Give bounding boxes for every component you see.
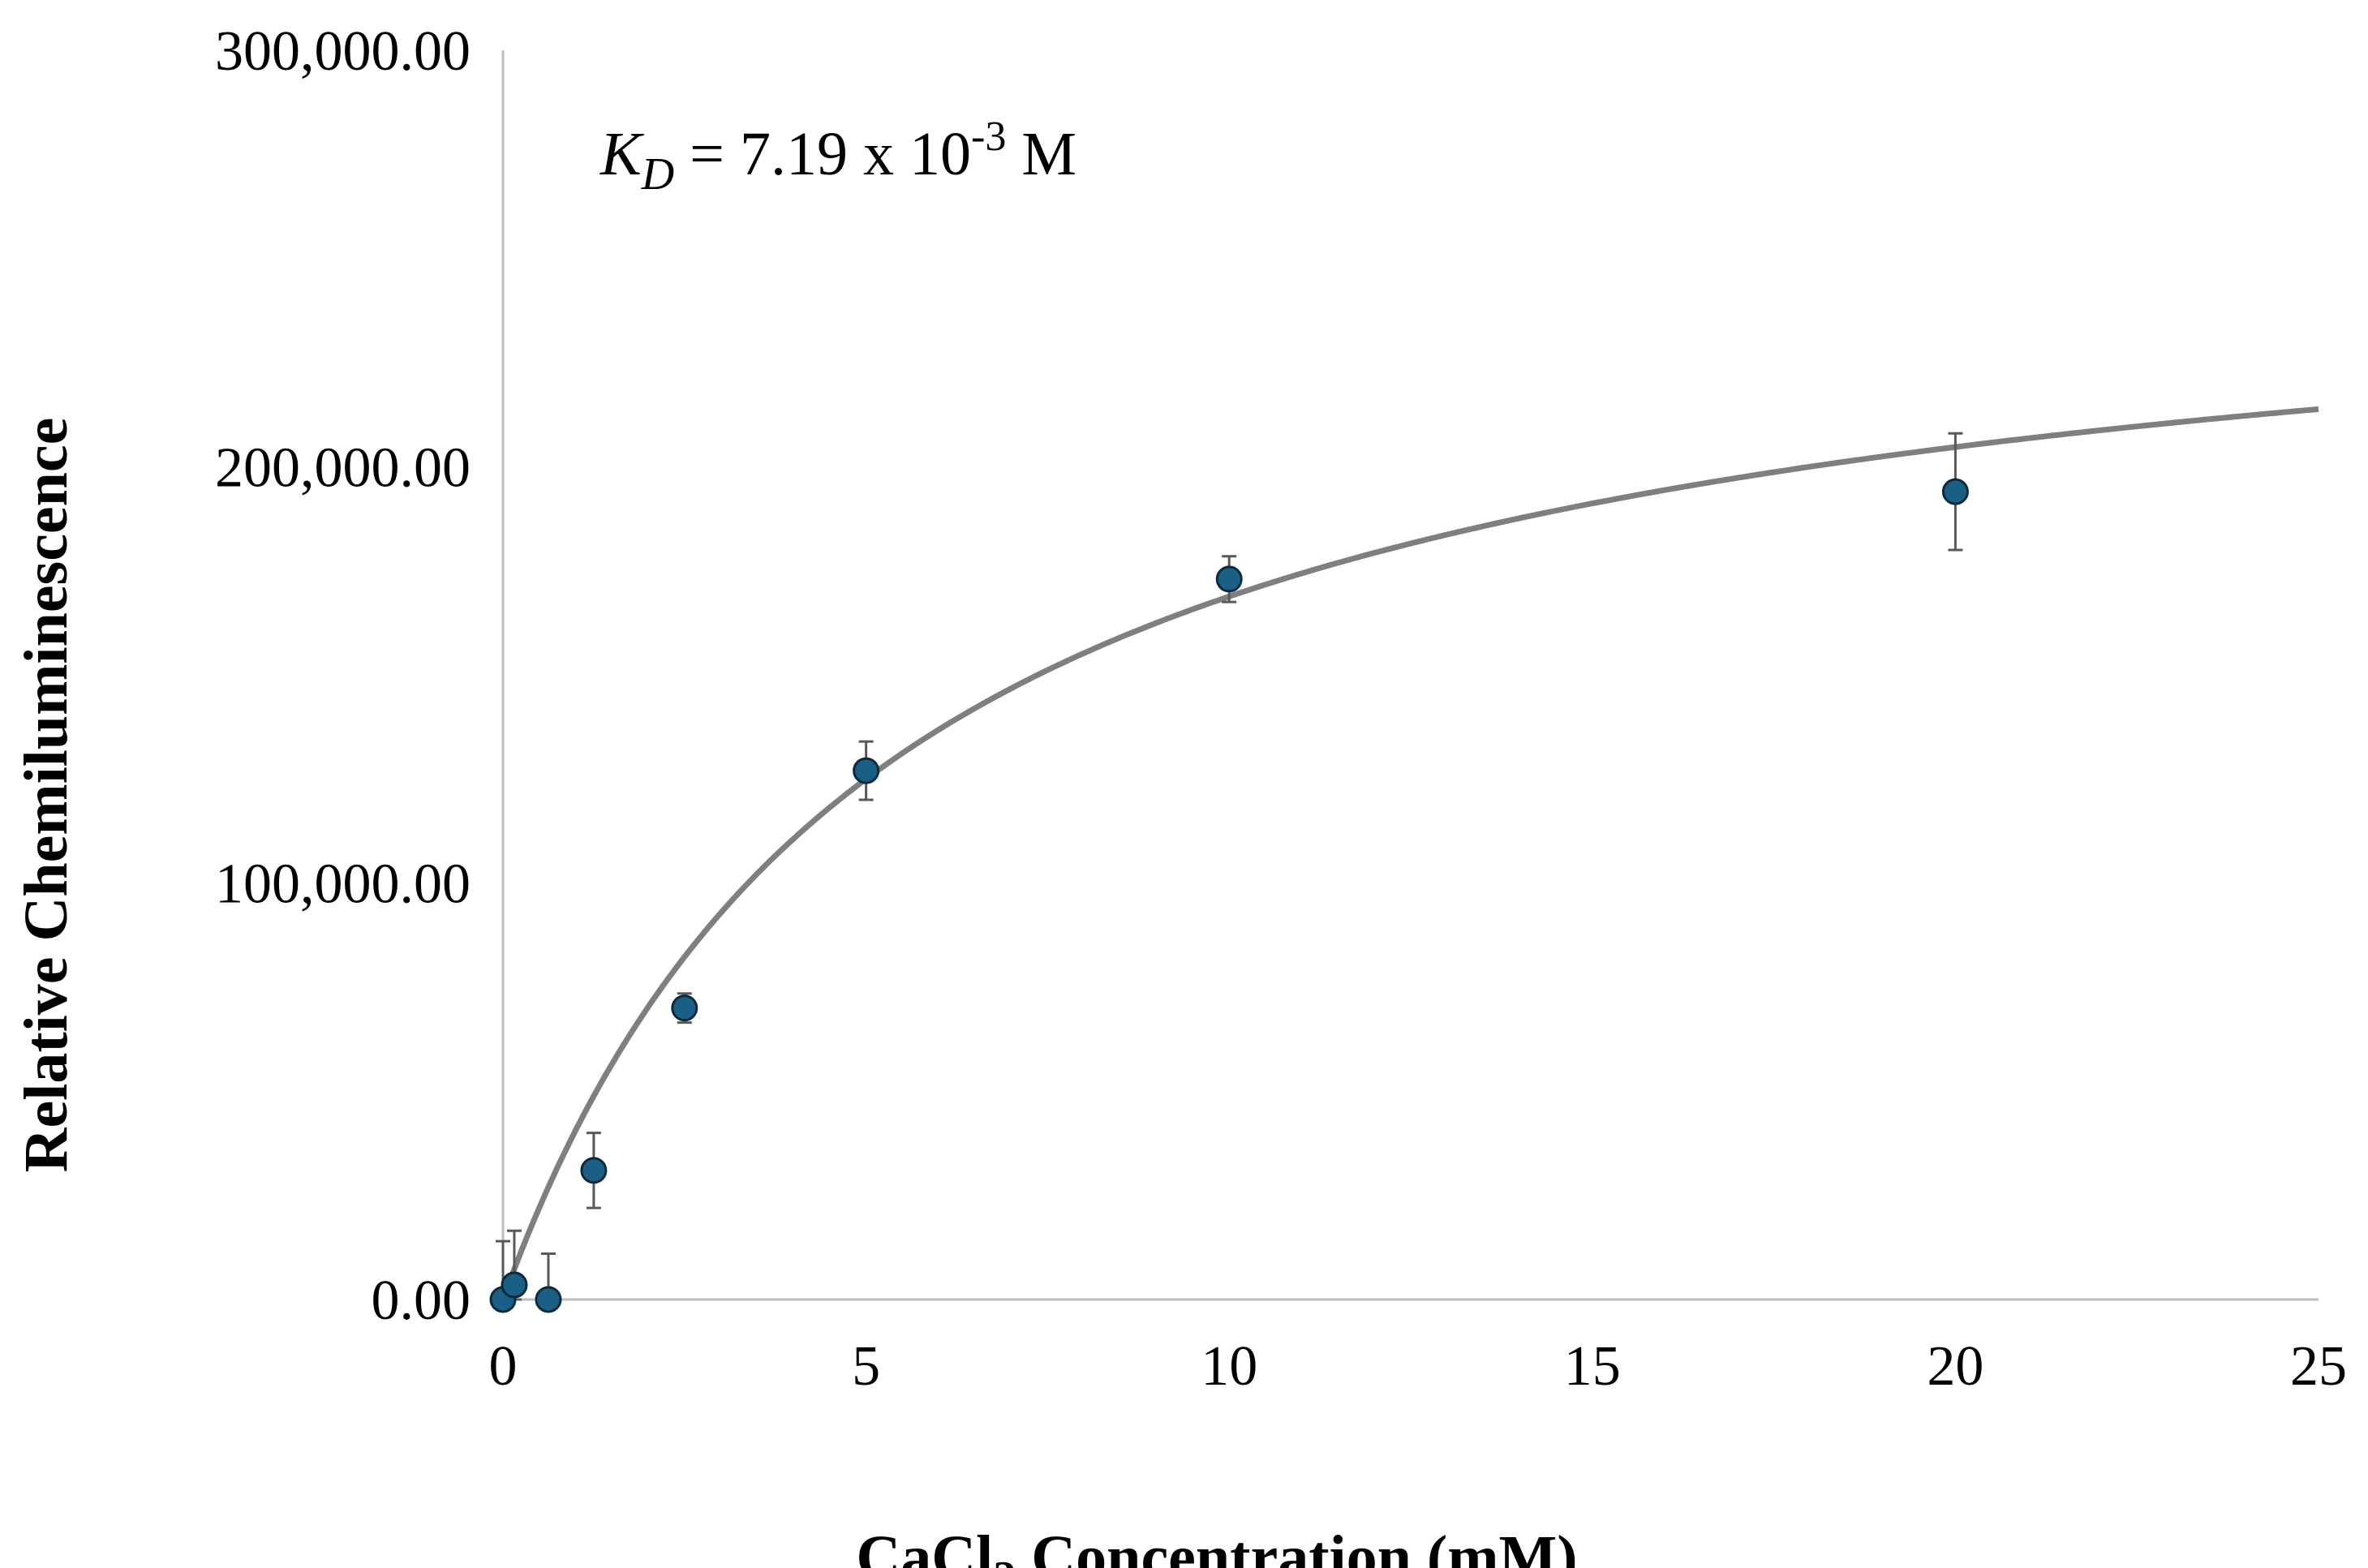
kd-symbol: K	[600, 120, 644, 188]
x-axis-title: CaCl2 Concentration (mM)	[856, 1523, 1577, 1568]
data-point	[1215, 565, 1243, 593]
data-point	[853, 757, 880, 784]
x-tick-labels: 0 5 10 15 20 25	[489, 1335, 2348, 1398]
error-bars	[496, 432, 1963, 1301]
x-tick-label: 0	[489, 1335, 518, 1398]
y-tick-label: 0.00	[372, 1269, 471, 1332]
x-tick-label: 15	[1564, 1335, 1621, 1398]
data-points	[489, 478, 1969, 1313]
y-axis-title: Relative Chemiluminescence	[12, 418, 80, 1173]
y-tick-label: 100,000.00	[215, 853, 471, 916]
data-point	[501, 1271, 528, 1299]
fit-curve	[500, 406, 2319, 1301]
axes	[501, 50, 2319, 1301]
y-tick-label: 300,000.00	[215, 20, 471, 83]
kd-annotation: KD = 7.19 x 10-3 M	[600, 114, 1077, 200]
x-axis-title-subscript: 2	[993, 1553, 1016, 1568]
y-tick-labels: 0.00 100,000.00 200,000.00 300,000.00	[215, 20, 471, 1332]
x-tick-label: 5	[852, 1335, 880, 1398]
data-point	[580, 1157, 608, 1184]
data-point	[1941, 478, 1969, 505]
x-axis-title-main: CaCl	[856, 1523, 993, 1568]
x-tick-label: 10	[1201, 1335, 1257, 1398]
x-tick-label: 25	[2290, 1335, 2347, 1398]
y-tick-label: 200,000.00	[215, 436, 471, 499]
kd-unit: M	[1006, 120, 1077, 188]
x-tick-label: 20	[1927, 1335, 1983, 1398]
data-point	[535, 1286, 562, 1313]
kd-exponent: -3	[971, 114, 1006, 160]
kd-equation: = 7.19 x 10	[674, 120, 971, 188]
data-point	[671, 994, 698, 1022]
x-axis-title-rest: Concentration (mM)	[1016, 1523, 1577, 1568]
kd-subscript: D	[641, 149, 674, 200]
